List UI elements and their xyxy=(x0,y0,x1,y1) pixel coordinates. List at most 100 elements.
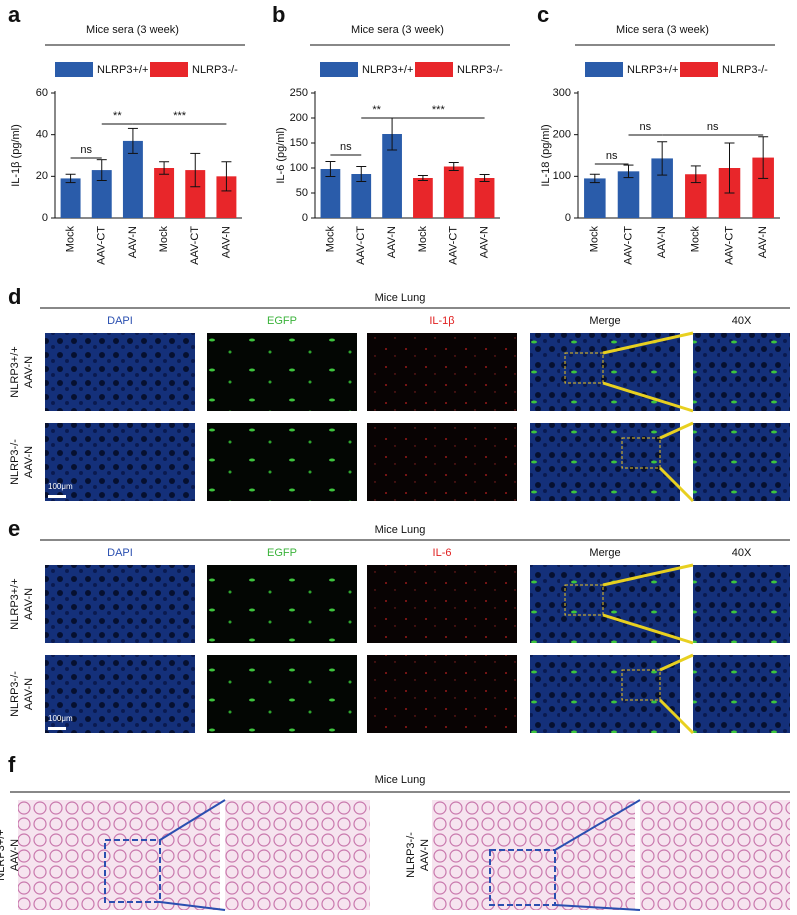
panel-label: c xyxy=(537,2,549,27)
legend-swatch xyxy=(585,62,623,77)
row-label: NLRP3+/+ AAV-N xyxy=(9,578,35,629)
x-tick-label: AAV-CT xyxy=(448,226,460,265)
x-tick-label: AAV-N xyxy=(478,226,490,258)
histology xyxy=(18,800,220,910)
column-header: DAPI xyxy=(107,547,133,559)
zoom-line xyxy=(659,653,694,672)
y-tick-label: 0 xyxy=(302,212,308,224)
bar xyxy=(382,134,402,218)
micrograph xyxy=(367,655,517,733)
row-group: AAV-N xyxy=(23,356,35,388)
scale-bar xyxy=(48,495,66,498)
panel-label: f xyxy=(8,752,16,777)
legend-label: NLRP3-/- xyxy=(192,64,238,76)
zoom-line xyxy=(602,613,694,645)
bar xyxy=(320,169,341,218)
legend-swatch xyxy=(680,62,718,77)
significance-label: *** xyxy=(432,104,446,116)
zoom-box xyxy=(104,839,161,903)
scale-bar-label: 100μm xyxy=(48,482,73,491)
column-header: 40X xyxy=(732,315,752,327)
error-bar xyxy=(159,161,170,175)
bar xyxy=(185,170,206,218)
zoom-line xyxy=(159,901,226,911)
error-bar xyxy=(356,166,367,182)
histology xyxy=(225,800,370,910)
row-label: NLRP3-/- AAV-N xyxy=(405,832,431,878)
x-tick-label: AAV-N xyxy=(127,226,139,258)
micrograph xyxy=(693,655,790,733)
micrograph xyxy=(367,333,517,411)
bar xyxy=(685,174,707,218)
zoom-box xyxy=(489,849,556,906)
row-genotype: NLRP3+/+ xyxy=(9,346,21,397)
micrograph xyxy=(530,655,680,733)
zoom-line xyxy=(602,381,694,413)
x-tick-label: AAV-CT xyxy=(723,226,735,265)
error-bar xyxy=(479,174,490,182)
chart-title: Mice sera (3 week) xyxy=(86,24,179,36)
row-group: AAV-N xyxy=(23,588,35,620)
zoom-box xyxy=(621,437,661,469)
row-group: AAV-N xyxy=(419,839,431,871)
micrograph xyxy=(693,565,790,643)
legend-swatch xyxy=(320,62,358,77)
y-tick-label: 200 xyxy=(290,112,308,124)
micrograph xyxy=(45,423,195,501)
scale-bar-label: 100μm xyxy=(48,714,73,723)
legend-swatch xyxy=(150,62,188,77)
error-bar xyxy=(417,175,428,181)
micrograph xyxy=(693,423,790,501)
row-genotype: NLRP3+/+ xyxy=(9,578,21,629)
x-tick-label: AAV-N xyxy=(386,226,398,258)
micrograph xyxy=(45,565,195,643)
y-tick-label: 300 xyxy=(553,87,571,99)
error-bar xyxy=(623,164,634,179)
bar xyxy=(584,178,606,218)
error-bar xyxy=(690,165,701,184)
row-group: AAV-N xyxy=(23,678,35,710)
micrograph xyxy=(530,423,680,501)
bar xyxy=(351,174,372,218)
chart-title: Mice sera (3 week) xyxy=(351,24,444,36)
legend-label: NLRP3-/- xyxy=(722,64,768,76)
bar xyxy=(60,178,81,218)
bar xyxy=(443,166,464,218)
bar xyxy=(91,170,112,218)
y-tick-label: 0 xyxy=(565,212,571,224)
y-tick-label: 200 xyxy=(553,129,571,141)
bar xyxy=(122,140,143,218)
y-axis-label: IL-6 (pg/ml) xyxy=(275,127,287,183)
significance-label: ** xyxy=(372,104,381,116)
micrograph xyxy=(207,423,357,501)
x-tick-label: AAV-CT xyxy=(96,226,108,265)
zoom-line xyxy=(554,799,641,851)
micrograph xyxy=(45,655,195,733)
zoom-line xyxy=(658,466,695,503)
row-group: AAV-N xyxy=(23,446,35,478)
panel-label: b xyxy=(272,2,285,27)
column-header: IL-1β xyxy=(429,315,454,327)
micrograph xyxy=(207,565,357,643)
bar xyxy=(617,171,640,218)
scale-bar xyxy=(48,727,66,730)
row-group: AAV-N xyxy=(9,839,21,871)
micrograph xyxy=(207,655,357,733)
y-axis-label: IL-18 (pg/ml) xyxy=(540,124,552,186)
significance-label: ns xyxy=(340,141,352,153)
x-tick-label: Mock xyxy=(324,226,336,253)
column-header: 40X xyxy=(732,547,752,559)
y-tick-label: 40 xyxy=(36,129,48,141)
row-genotype: NLRP3-/- xyxy=(9,671,21,717)
y-tick-label: 50 xyxy=(296,187,308,199)
bar xyxy=(154,168,175,218)
bar xyxy=(216,176,237,218)
chart-title: Mice sera (3 week) xyxy=(616,24,709,36)
y-tick-label: 0 xyxy=(42,212,48,224)
error-bar xyxy=(127,127,138,154)
histology xyxy=(432,800,635,910)
micrograph xyxy=(207,333,357,411)
column-header: Merge xyxy=(589,315,620,327)
significance-label: ns xyxy=(606,150,618,162)
